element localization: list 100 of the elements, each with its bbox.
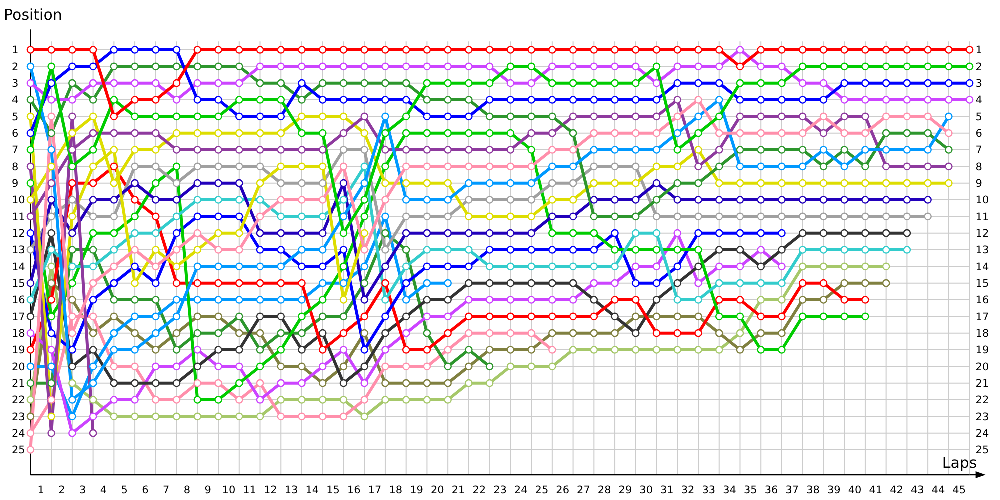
x-tick-label: 25 bbox=[535, 484, 549, 497]
point bbox=[194, 279, 202, 288]
point bbox=[110, 312, 118, 321]
x-tick-label: 34 bbox=[723, 484, 737, 497]
point bbox=[611, 96, 619, 104]
point bbox=[68, 262, 76, 271]
point bbox=[798, 296, 807, 304]
point bbox=[277, 96, 286, 104]
point bbox=[298, 46, 306, 54]
point bbox=[382, 379, 390, 388]
point bbox=[110, 96, 118, 104]
point bbox=[715, 129, 724, 138]
point bbox=[465, 229, 473, 238]
point bbox=[506, 46, 515, 54]
point bbox=[798, 79, 807, 88]
point bbox=[590, 79, 598, 88]
y-tick-label: 9 bbox=[12, 178, 19, 190]
point bbox=[360, 196, 368, 204]
point bbox=[528, 196, 536, 204]
point bbox=[152, 79, 160, 88]
point bbox=[256, 296, 264, 304]
point bbox=[444, 379, 452, 388]
point bbox=[423, 346, 432, 354]
point bbox=[674, 312, 682, 321]
point bbox=[110, 196, 118, 204]
point bbox=[694, 212, 702, 221]
point bbox=[402, 196, 410, 204]
point bbox=[820, 96, 828, 104]
point bbox=[131, 296, 139, 304]
point bbox=[903, 162, 912, 171]
point bbox=[465, 312, 473, 321]
point bbox=[820, 179, 828, 188]
point bbox=[214, 329, 222, 338]
point bbox=[715, 146, 724, 154]
point bbox=[48, 312, 56, 321]
point bbox=[862, 296, 870, 304]
point bbox=[862, 62, 870, 71]
point bbox=[528, 79, 536, 88]
y2-tick-label: 23 bbox=[976, 411, 990, 424]
point bbox=[48, 96, 56, 104]
point bbox=[340, 46, 348, 54]
point bbox=[340, 62, 348, 71]
point bbox=[632, 79, 640, 88]
point bbox=[882, 96, 890, 104]
x-tick-label: 42 bbox=[890, 484, 904, 497]
x-tick-label: 39 bbox=[827, 484, 841, 497]
y2-tick-label: 25 bbox=[976, 444, 990, 457]
point bbox=[882, 146, 890, 154]
point bbox=[506, 246, 515, 254]
point bbox=[235, 129, 244, 138]
point bbox=[152, 229, 160, 238]
point bbox=[465, 79, 473, 88]
point bbox=[360, 96, 368, 104]
point bbox=[882, 62, 890, 71]
point bbox=[444, 312, 452, 321]
point bbox=[423, 129, 432, 138]
point bbox=[444, 112, 452, 121]
point bbox=[674, 146, 682, 154]
point bbox=[298, 212, 306, 221]
point bbox=[214, 146, 222, 154]
point bbox=[172, 129, 181, 138]
point bbox=[798, 312, 807, 321]
point bbox=[632, 229, 640, 238]
y2-tick-label: 11 bbox=[976, 211, 990, 224]
point bbox=[89, 396, 98, 404]
point bbox=[820, 46, 828, 54]
point bbox=[652, 46, 661, 54]
point bbox=[694, 229, 702, 238]
point bbox=[402, 146, 410, 154]
point bbox=[360, 296, 368, 304]
point bbox=[298, 112, 306, 121]
point bbox=[652, 146, 661, 154]
point bbox=[277, 346, 286, 354]
point bbox=[48, 279, 56, 288]
point bbox=[48, 46, 56, 54]
point bbox=[798, 196, 807, 204]
point bbox=[256, 146, 264, 154]
y2-tick-label: 22 bbox=[976, 394, 990, 407]
point bbox=[131, 162, 139, 171]
point bbox=[715, 112, 724, 121]
point bbox=[340, 346, 348, 354]
point bbox=[277, 212, 286, 221]
point bbox=[382, 129, 390, 138]
point bbox=[778, 229, 786, 238]
point bbox=[26, 162, 35, 171]
point bbox=[194, 262, 202, 271]
point bbox=[318, 279, 327, 288]
point bbox=[444, 279, 452, 288]
x-tick-label: 7 bbox=[163, 484, 170, 497]
point bbox=[590, 146, 598, 154]
point bbox=[694, 246, 702, 254]
point bbox=[736, 262, 744, 271]
point bbox=[152, 212, 160, 221]
x-tick-label: 11 bbox=[243, 484, 257, 497]
y2-tick-label: 18 bbox=[976, 328, 990, 340]
y2-tick-label: 24 bbox=[976, 428, 990, 440]
point bbox=[110, 179, 118, 188]
point bbox=[820, 112, 828, 121]
point bbox=[757, 79, 766, 88]
point bbox=[360, 246, 368, 254]
